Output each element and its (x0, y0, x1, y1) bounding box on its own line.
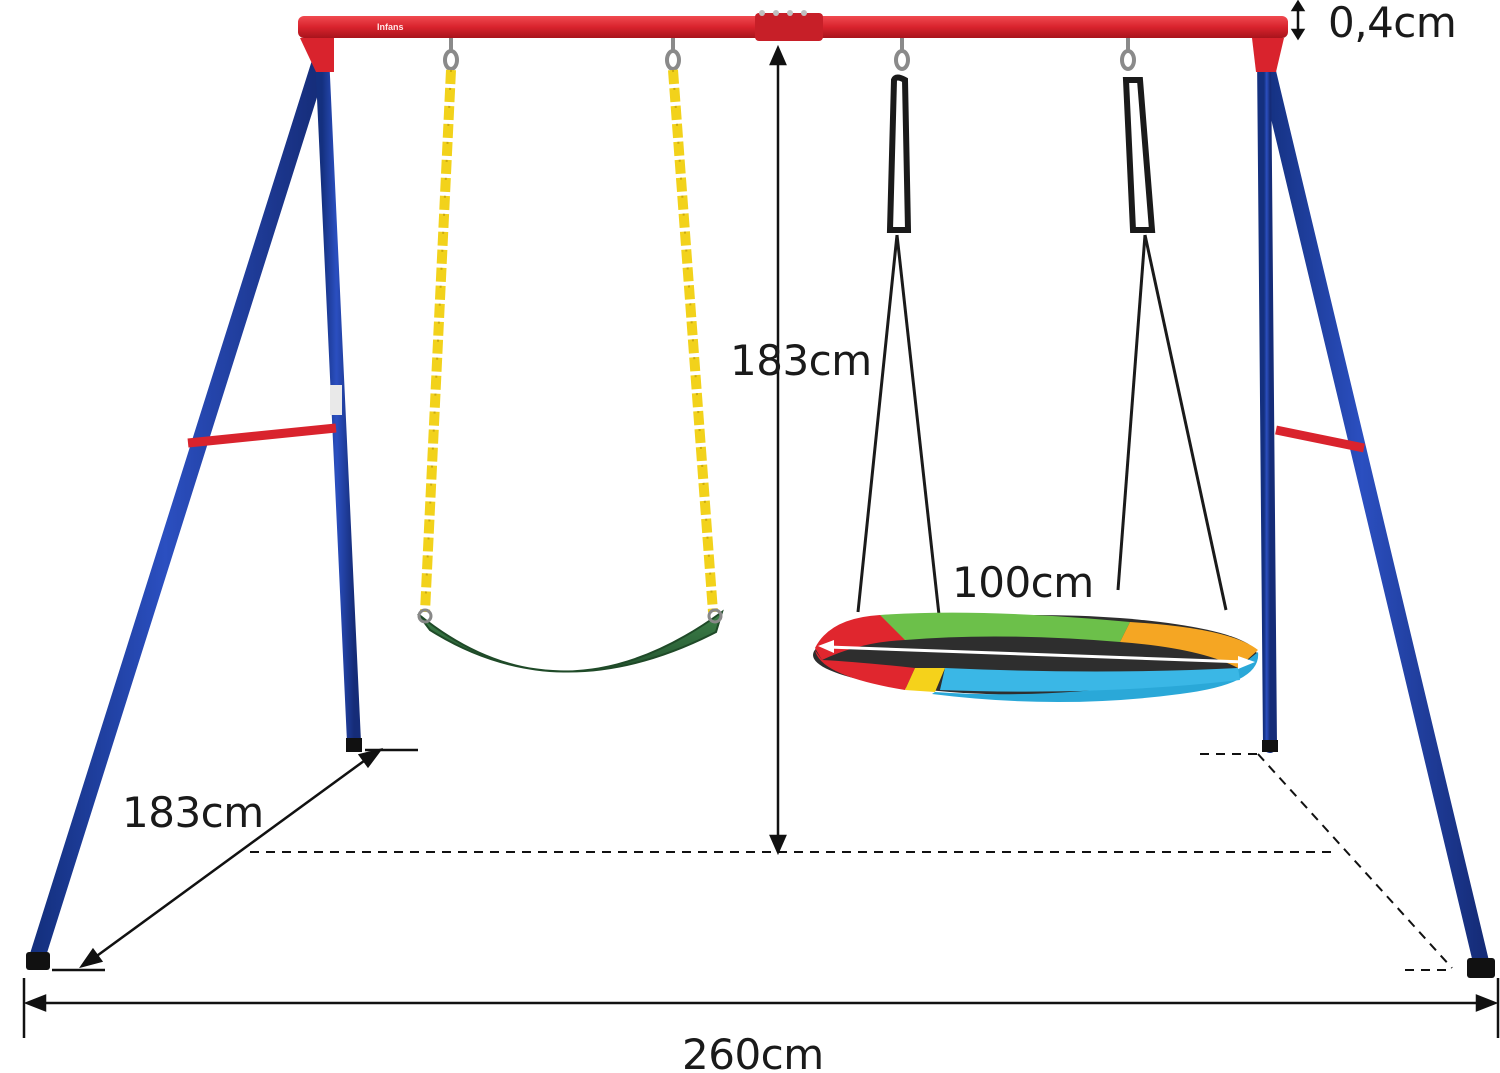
belt-seat (417, 609, 724, 673)
diameter-label: 100cm (952, 558, 1094, 607)
warning-label (330, 385, 342, 415)
rope (856, 234, 1228, 661)
strap (1122, 77, 1156, 233)
brand-mark: Infans (377, 22, 404, 32)
top-beam (298, 10, 1288, 41)
nest-swing (813, 38, 1259, 702)
strap (886, 74, 912, 233)
width-label: 260cm (682, 1030, 824, 1073)
foot-cap (346, 738, 362, 752)
foot-cap (1262, 740, 1278, 752)
foot-cap (1467, 958, 1495, 978)
left-a-frame (26, 38, 362, 970)
depth-label: 183cm (122, 788, 264, 837)
dimension-lines (22, 0, 1500, 1038)
foot-cap (26, 952, 50, 970)
floor-outline (250, 753, 1453, 971)
beam-connector (755, 13, 823, 41)
tube-thickness-label: 0,4cm (1328, 0, 1457, 47)
height-label: 183cm (730, 336, 872, 385)
right-a-frame (1252, 38, 1495, 978)
diameter-line (827, 645, 1246, 664)
belt-swing (417, 38, 724, 673)
hook (443, 38, 681, 71)
